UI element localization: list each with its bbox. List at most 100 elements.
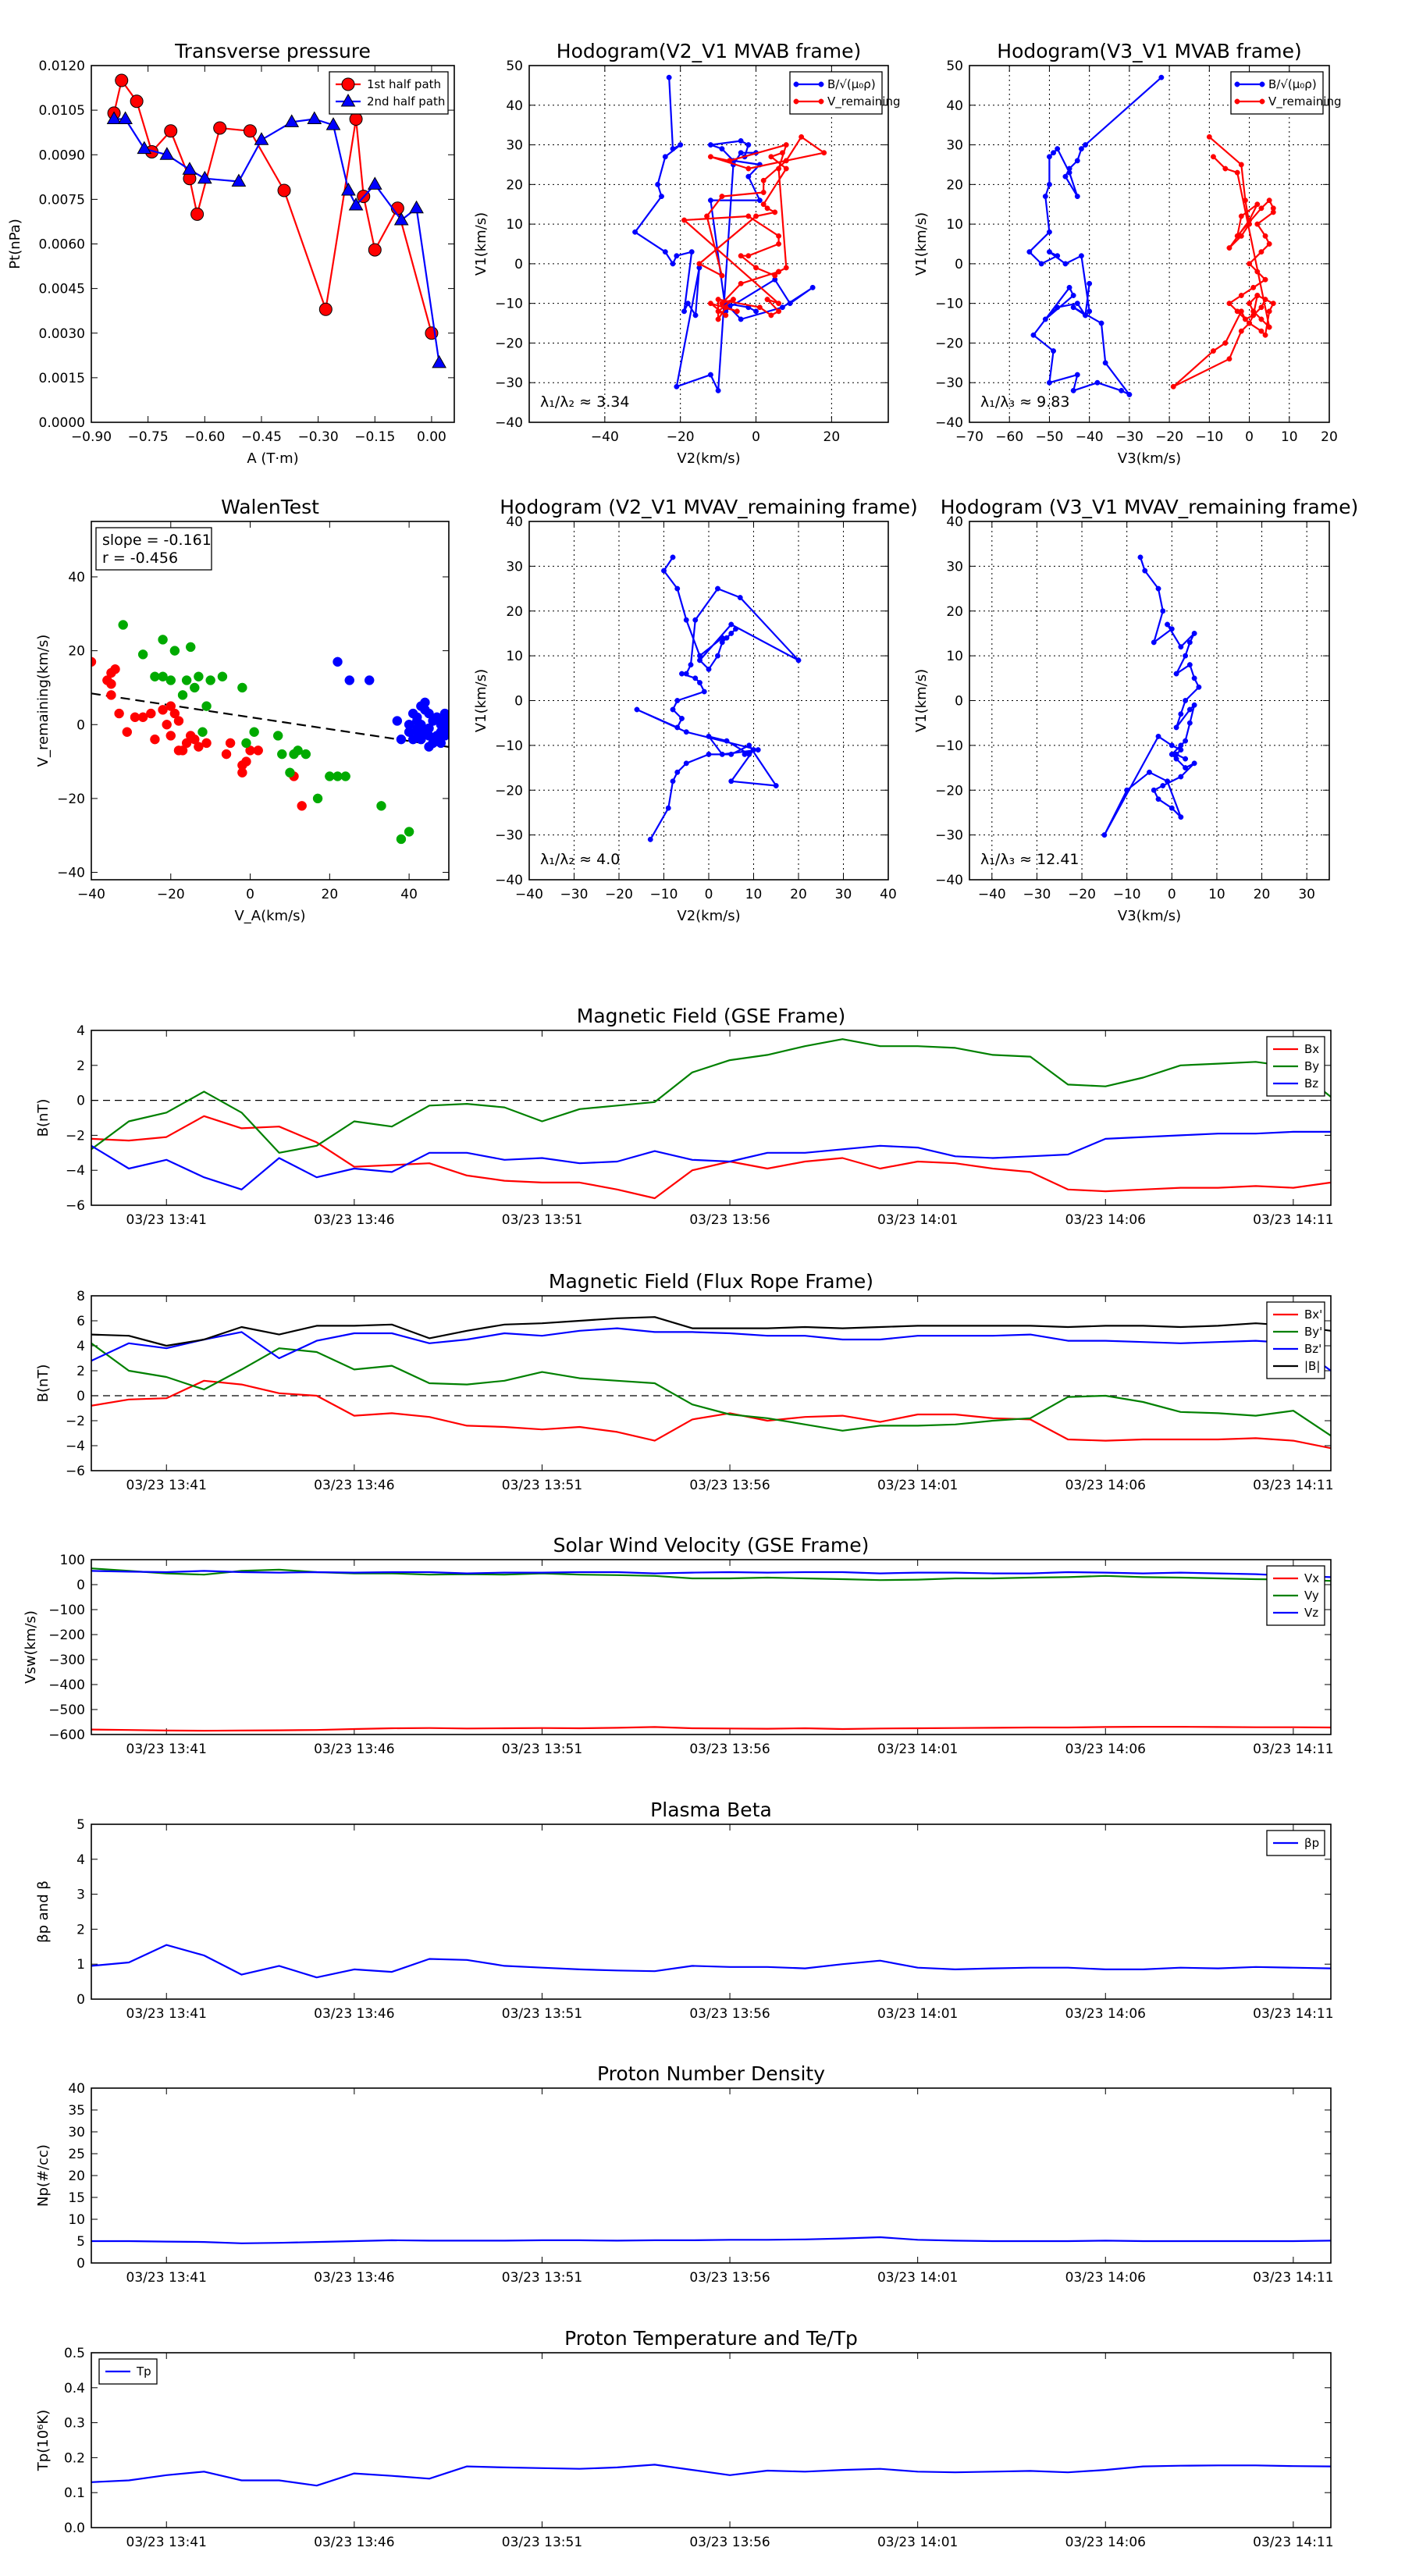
data-point: [707, 197, 713, 204]
data-point: [1254, 221, 1261, 227]
data-point: [799, 133, 805, 140]
x-tick-label: −0.90: [71, 429, 112, 445]
legend-label: V_remaining: [1268, 94, 1342, 109]
legend-label: By': [1304, 1325, 1322, 1339]
series-blue: [333, 656, 449, 752]
series-np: [91, 2236, 1331, 2244]
data-point: [662, 154, 668, 160]
y-axis-label: Vsw(km/s): [23, 1610, 39, 1684]
chart-tp: 03/23 13:41 03/23 13:46 03/23 13:51 03/23 1…: [35, 2327, 1334, 2550]
chart-hodo4: −40 −30 −20 −10 0 10 20 30 −40 −30 −20 −10 0 10 20 30 40…: [913, 496, 1358, 924]
legend: Bx' By' Bz' |B|: [1266, 1301, 1325, 1379]
data-point: [122, 727, 133, 737]
data-point: [190, 682, 200, 693]
eigenvalue-ratio: λ₁/λ₂ ≈ 3.34: [540, 393, 629, 411]
y-tick-label: 0.0090: [39, 148, 85, 163]
data-point: [272, 731, 283, 741]
data-point: [146, 708, 156, 719]
data-point: [1168, 805, 1175, 811]
data-point: [1070, 387, 1076, 393]
y-tick-label: 10: [506, 649, 523, 664]
legend: B/√(μ₀ρ) V_remaining: [1230, 71, 1342, 115]
data-point: [697, 653, 702, 659]
data-point: [1234, 169, 1240, 176]
series-line: [91, 1379, 1331, 1450]
data-point: [779, 304, 785, 311]
data-point: [1074, 194, 1080, 200]
data-point: [728, 630, 735, 636]
chart-title: Solar Wind Velocity (GSE Frame): [553, 1534, 870, 1557]
x-tick-label: 03/23 14:01: [877, 1478, 958, 1493]
data-point: [1062, 261, 1069, 267]
data-point: [719, 272, 725, 279]
data-point: [1026, 249, 1033, 255]
data-point: [165, 731, 176, 741]
series-line: [113, 79, 432, 334]
data-point: [197, 170, 212, 184]
data-point: [715, 297, 721, 303]
y-tick-label: −200: [48, 1628, 85, 1643]
chart-title: Proton Number Density: [597, 2062, 825, 2085]
x-tick-label: 03/23 14:06: [1065, 1742, 1146, 1757]
y-tick-label: 0.1: [64, 2485, 85, 2501]
chart-walen: −40 −20 0 20 40 −40 −20 0 20 40 WalenTest V_A(km/s)…: [35, 496, 450, 924]
plot-area: [91, 1038, 1331, 1200]
data-point: [443, 723, 449, 734]
x-tick-label: 03/23 13:56: [689, 1212, 770, 1228]
data-point: [704, 213, 710, 219]
y-tick-label: 40: [506, 98, 523, 114]
data-point: [1183, 756, 1189, 762]
data-point: [674, 585, 681, 592]
x-tick-label: −30: [560, 887, 589, 902]
data-point: [1186, 720, 1193, 726]
series-bz: [91, 1130, 1331, 1190]
x-tick-label: 03/23 13:51: [502, 2006, 582, 2022]
plot-area: [1101, 554, 1202, 838]
plot-area: [91, 2236, 1331, 2244]
axes-frame: [528, 521, 889, 881]
x-tick-label: 30: [835, 887, 852, 902]
fit-line: [91, 692, 449, 748]
data-point: [1258, 304, 1264, 311]
data-point: [733, 626, 738, 632]
legend-marker: [818, 98, 824, 105]
data-point: [670, 261, 676, 267]
data-point: [392, 716, 403, 726]
data-point: [182, 162, 197, 175]
data-point: [1142, 568, 1148, 574]
data-point: [683, 760, 689, 767]
data-point: [745, 173, 752, 180]
chart-hodo2: −70 −60 −50 −40 −30 −20 −10 0 10 20 −40 −30 −20 −10 0 1…: [913, 40, 1342, 467]
data-point: [1094, 379, 1101, 386]
data-point: [821, 150, 827, 156]
y-tick-label: 0.0: [64, 2521, 85, 2536]
data-point: [724, 738, 730, 744]
data-point: [706, 751, 712, 757]
series-line: [91, 1316, 1331, 1347]
data-point: [393, 212, 409, 226]
y-tick-label: 0: [76, 1094, 85, 1109]
data-point: [776, 165, 782, 172]
data-point: [768, 312, 774, 318]
data-point: [1046, 181, 1052, 187]
data-point: [432, 734, 442, 745]
axes-frame: [91, 1030, 1332, 1206]
y-axis-label: V1(km/s): [913, 212, 930, 276]
chart-title: Hodogram (V3_V1 MVAV_remaining frame): [941, 496, 1359, 518]
data-point: [1124, 787, 1130, 793]
legend-marker: [340, 93, 356, 107]
data-point: [1186, 706, 1193, 713]
data-point: [1270, 209, 1276, 215]
chart-hodo1: −40 −20 0 20 −40 −30 −20 −10 0 10 20 30 40 50 Hodogram…: [473, 40, 901, 467]
data-point: [1238, 308, 1244, 315]
x-tick-label: 40: [880, 887, 897, 902]
y-tick-label: −2: [66, 1128, 85, 1144]
x-tick-label: 03/23 13:56: [689, 2006, 770, 2022]
data-point: [341, 182, 356, 196]
x-tick-label: −0.60: [184, 429, 225, 445]
series-vz: [91, 1570, 1331, 1578]
data-point: [715, 308, 721, 315]
data-point: [110, 664, 120, 674]
data-point: [1083, 312, 1088, 318]
x-tick-label: −40: [77, 887, 105, 902]
